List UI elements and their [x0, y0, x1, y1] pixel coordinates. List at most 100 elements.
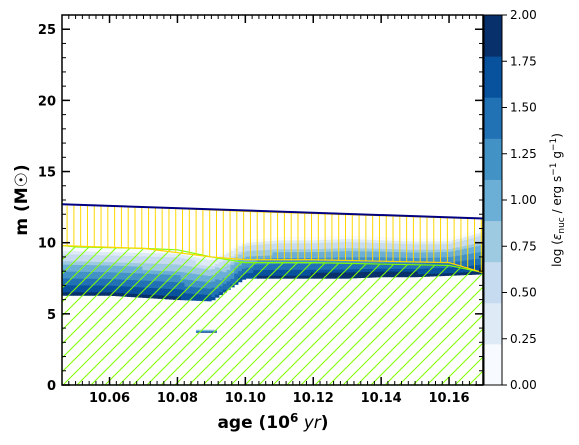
- burning-cell: [318, 251, 323, 255]
- burning-cell: [471, 262, 476, 266]
- burning-cell: [463, 233, 469, 237]
- burning-cell: [245, 247, 250, 252]
- burning-cell: [360, 236, 365, 240]
- colorbar-band: [484, 15, 502, 57]
- burning-cell: [372, 256, 377, 261]
- burning-cell: [471, 243, 476, 248]
- burning-cell: [291, 245, 296, 250]
- burning-cell: [460, 240, 465, 244]
- burning-cell: [264, 246, 270, 250]
- x-tick-label: 10.10: [225, 391, 266, 406]
- burning-cell: [406, 238, 411, 242]
- burning-cell: [429, 241, 434, 245]
- burning-cell: [475, 236, 480, 240]
- burning-cell: [280, 254, 285, 259]
- burning-cell: [326, 236, 331, 240]
- burning-cell: [394, 246, 400, 250]
- burning-cell: [291, 254, 296, 259]
- burning-cell: [471, 255, 476, 260]
- burning-cell: [440, 238, 446, 242]
- burning-cell: [448, 238, 453, 242]
- burning-cell: [283, 251, 289, 256]
- burning-cell: [352, 244, 358, 249]
- burning-cell: [272, 246, 277, 250]
- burning-cell: [364, 245, 369, 249]
- burning-cell: [425, 243, 430, 247]
- burning-cell: [456, 244, 461, 248]
- colorbar-band: [484, 138, 502, 180]
- burning-cell: [261, 238, 266, 242]
- burning-cell: [364, 259, 369, 264]
- burning-cell: [375, 251, 381, 255]
- burning-cell: [349, 235, 354, 240]
- burning-cell: [337, 241, 342, 246]
- burning-cell: [383, 245, 388, 249]
- burning-cell: [379, 254, 384, 258]
- burning-cell: [475, 264, 480, 269]
- colorbar-tick-label: 1.00: [510, 193, 537, 207]
- burning-cell: [360, 251, 365, 255]
- stellar-mass-line: [62, 203, 483, 220]
- burning-cell: [287, 248, 293, 253]
- burning-cell: [433, 259, 438, 263]
- burning-cell: [387, 237, 392, 241]
- burning-cell: [475, 233, 480, 237]
- burning-cell: [326, 242, 331, 246]
- burning-cell: [368, 251, 373, 255]
- burning-cell: [341, 257, 346, 261]
- burning-cell: [230, 255, 235, 260]
- burning-cell: [429, 254, 434, 258]
- burning-cell: [433, 241, 438, 245]
- burning-cell: [375, 245, 381, 249]
- region-convective-envelope: [62, 203, 483, 274]
- burning-cell: [245, 250, 250, 254]
- burning-cell: [318, 260, 323, 264]
- burning-cell: [456, 255, 461, 259]
- burning-cell: [257, 241, 262, 245]
- burning-cell: [322, 257, 327, 261]
- burning-cell: [444, 246, 449, 250]
- region-convective-core: [62, 244, 483, 385]
- burning-cell: [387, 257, 392, 261]
- burning-cell: [475, 261, 480, 266]
- burning-cell: [222, 251, 227, 255]
- burning-cell: [345, 256, 350, 261]
- burning-cell: [322, 251, 327, 255]
- burning-cell: [349, 256, 354, 261]
- burning-cell: [444, 254, 449, 258]
- x-tick-label: 10.08: [157, 391, 198, 406]
- burning-cell: [460, 243, 465, 247]
- burning-cell: [394, 240, 400, 244]
- burning-cell: [314, 251, 319, 256]
- burning-cell: [272, 240, 277, 244]
- burning-cell: [272, 249, 277, 253]
- plot-area: 10.06 10.08 10.10 10.12 10.14 10.16 0 5 10 15 20 2…: [38, 14, 484, 406]
- burning-cell: [310, 242, 315, 247]
- burning-cell: [272, 254, 277, 259]
- burning-cell: [318, 245, 323, 249]
- burning-cell: [463, 251, 469, 255]
- burning-cell: [306, 242, 312, 247]
- colorbar-band: [484, 220, 502, 263]
- burning-cell: [437, 249, 442, 253]
- colorbar-title: log (εnuc / erg s−1 g−1): [549, 133, 567, 267]
- y-axis-title: m (M☉): [12, 164, 32, 235]
- burning-cell: [421, 254, 426, 258]
- burning-cell: [414, 257, 419, 261]
- colorbar-band: [484, 97, 502, 139]
- burning-cell: [429, 246, 434, 250]
- burning-cell: [337, 244, 342, 249]
- burning-cell: [410, 246, 415, 250]
- burning-cell: [333, 242, 338, 246]
- burning-cell: [245, 239, 250, 243]
- burning-cell: [276, 245, 281, 250]
- burning-cell: [375, 236, 381, 241]
- burning-cell: [322, 248, 327, 252]
- burning-cell: [398, 237, 404, 242]
- burning-cell: [352, 238, 358, 243]
- burning-cell: [349, 250, 354, 255]
- colorbar-band: [484, 261, 502, 304]
- burning-cell: [460, 254, 465, 259]
- burning-cell: [440, 249, 446, 253]
- burning-cell: [425, 257, 430, 261]
